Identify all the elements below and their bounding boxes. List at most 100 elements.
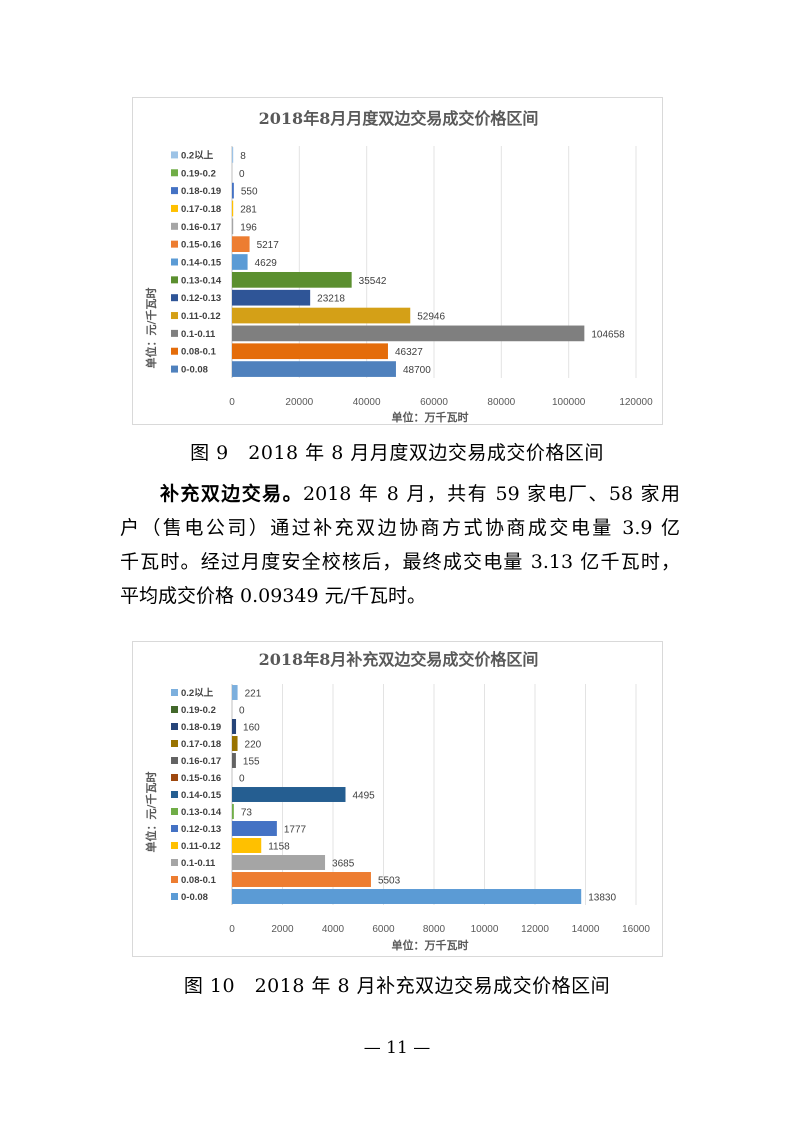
chart2-bar bbox=[232, 753, 236, 768]
chart1-x-tick-label: 60000 bbox=[420, 397, 448, 408]
chart2-legend-label: 0.17-0.18 bbox=[181, 739, 221, 750]
chart1-legend-label: 0.11-0.12 bbox=[181, 311, 221, 322]
chart1-data-label: 0 bbox=[239, 169, 245, 180]
chart1-bar bbox=[232, 343, 388, 360]
chart2-data-label: 0 bbox=[239, 774, 245, 785]
chart1-legend-label: 0.08-0.1 bbox=[181, 347, 217, 358]
chart2-legend-label: 0.13-0.14 bbox=[181, 807, 222, 818]
chart2-legend-swatch bbox=[171, 740, 178, 747]
chart1-data-label: 8 bbox=[240, 151, 246, 162]
chart2-title: 2018年8月补充双边交易成交价格区间 bbox=[259, 650, 539, 669]
chart1-data-label: 104658 bbox=[591, 329, 625, 340]
chart1-legend-swatch bbox=[171, 258, 178, 266]
chart2-bar bbox=[232, 821, 277, 836]
chart1-legend-swatch bbox=[171, 222, 178, 230]
chart2-legend-swatch bbox=[171, 859, 178, 866]
chart2-data-label: 221 bbox=[245, 689, 262, 700]
chart1-data-label: 48700 bbox=[403, 365, 431, 376]
supplementary-bilateral-chart-svg: 2018年8月补充双边交易成交价格区间 0 2000 4000 6000 8000 1000… bbox=[144, 650, 650, 952]
chart2-x-tick-label: 16000 bbox=[622, 924, 650, 935]
paragraph-line-4: 平均成交价格 0.09349 元/千瓦时。 bbox=[120, 585, 427, 607]
monthly-bilateral-chart: 2018年8月月度双边交易成交价格区间 0 20000 40000 60000 80000… bbox=[132, 97, 663, 425]
chart1-data-label: 4629 bbox=[255, 258, 278, 269]
chart2-legend-swatch bbox=[171, 876, 178, 883]
chart2-bar bbox=[232, 719, 237, 734]
chart2-legend-swatch bbox=[171, 842, 178, 849]
chart2-data-label: 155 bbox=[243, 757, 260, 768]
supplementary-bilateral-paragraph: 补充双边交易。2018 年 8 月，共有 59 家电厂、58 家用 户（售电公司… bbox=[120, 477, 680, 613]
chart2-bar bbox=[232, 685, 238, 700]
chart1-data-label: 35542 bbox=[359, 276, 387, 287]
chart2-data-label: 0 bbox=[239, 706, 245, 717]
chart1-bar bbox=[232, 361, 396, 377]
chart1-legend-swatch bbox=[171, 204, 178, 212]
chart2-legend-label: 0.16-0.17 bbox=[181, 756, 221, 767]
chart1-legend-swatch bbox=[171, 365, 178, 373]
chart2-legend-label: 0.08-0.1 bbox=[181, 875, 217, 886]
chart2-data-label: 73 bbox=[241, 808, 253, 819]
chart2-data-label: 3685 bbox=[332, 859, 355, 870]
chart1-legend-label: 0.13-0.14 bbox=[181, 275, 222, 286]
chart1-legend-label: 0.14-0.15 bbox=[181, 258, 222, 269]
chart1-x-tick-label: 0 bbox=[229, 397, 235, 408]
chart1-x-tick-label: 40000 bbox=[353, 397, 381, 408]
chart1-legend-label: 0.19-0.2 bbox=[181, 168, 216, 179]
chart1-legend-swatch bbox=[171, 151, 178, 159]
chart2-bar bbox=[232, 872, 371, 887]
figure-9-caption: 图 9 2018 年 8 月月度双边交易成交价格区间 bbox=[190, 442, 604, 464]
chart2-data-label: 4495 bbox=[352, 791, 375, 802]
chart1-legend-swatch bbox=[171, 169, 178, 177]
chart1-legend-label: 0.12-0.13 bbox=[181, 293, 221, 304]
chart2-legend-label: 0.1-0.11 bbox=[181, 858, 216, 869]
chart1-x-tick-label: 20000 bbox=[285, 397, 313, 408]
chart1-x-axis-label: 单位：万千瓦时 bbox=[392, 410, 469, 424]
chart2-bar bbox=[232, 889, 582, 904]
figure-10-caption: 图 10 2018 年 8 月补充双边交易成交价格区间 bbox=[183, 975, 611, 997]
chart1-bar bbox=[232, 254, 248, 270]
chart2-legend-label: 0.18-0.19 bbox=[181, 722, 221, 733]
chart1-x-tick-label: 120000 bbox=[619, 397, 653, 408]
supplementary-bilateral-chart: 2018年8月补充双边交易成交价格区间 0 2000 4000 6000 8000 1000… bbox=[132, 641, 663, 957]
chart2-x-tick-label: 0 bbox=[229, 924, 235, 935]
chart2-data-label: 1158 bbox=[268, 842, 290, 853]
paragraph-line-3: 千瓦时。经过月度安全校核后，最终成交电量 3.13 亿千瓦时， bbox=[120, 551, 680, 573]
paragraph-line-1: 补充双边交易。2018 年 8 月，共有 59 家电厂、58 家用 bbox=[120, 477, 680, 511]
chart2-bar bbox=[232, 838, 262, 853]
chart2-bar bbox=[232, 736, 238, 751]
chart1-data-label: 550 bbox=[241, 187, 258, 198]
chart1-data-label: 281 bbox=[240, 204, 257, 215]
chart1-title: 2018年8月月度双边交易成交价格区间 bbox=[259, 109, 539, 128]
chart2-legend-swatch bbox=[171, 757, 178, 764]
chart2-x-tick-label: 8000 bbox=[423, 924, 446, 935]
monthly-bilateral-chart-svg: 2018年8月月度双边交易成交价格区间 0 20000 40000 60000 80000… bbox=[144, 109, 653, 424]
chart2-legend-label: 0-0.08 bbox=[181, 892, 208, 903]
chart1-legend-label: 0.15-0.16 bbox=[181, 240, 221, 251]
chart2-legend-label: 0.12-0.13 bbox=[181, 824, 221, 835]
chart1-legend-label: 0.16-0.17 bbox=[181, 222, 221, 233]
chart1-legend-swatch bbox=[171, 294, 178, 302]
chart2-data-label: 220 bbox=[245, 740, 262, 751]
chart2-bar bbox=[232, 804, 234, 819]
chart2-data-label: 160 bbox=[243, 723, 260, 734]
chart2-legend-swatch bbox=[171, 723, 178, 730]
chart1-y-axis-label: 单位：元/千瓦时 bbox=[144, 287, 158, 368]
paragraph-line-2: 户（售电公司）通过补充双边协商方式协商成交电量 3.9 亿 bbox=[120, 517, 680, 539]
chart1-legend-label: 0.17-0.18 bbox=[181, 204, 221, 215]
chart1-legend-swatch bbox=[171, 240, 178, 248]
chart2-legend-label: 0.11-0.12 bbox=[181, 841, 221, 852]
chart1-bar bbox=[232, 200, 234, 217]
chart1-data-label: 46327 bbox=[395, 347, 423, 358]
chart1-legend-swatch bbox=[171, 187, 178, 195]
chart1-x-tick-label: 80000 bbox=[487, 397, 515, 408]
chart2-legend-swatch bbox=[171, 893, 178, 900]
chart2-legend-label: 0.14-0.15 bbox=[181, 790, 222, 801]
chart2-bar bbox=[232, 787, 346, 802]
chart2-bar bbox=[232, 855, 326, 870]
chart1-data-label: 52946 bbox=[417, 312, 445, 323]
chart1-bar bbox=[232, 218, 234, 235]
chart2-data-label: 5503 bbox=[378, 876, 401, 887]
chart2-legend-swatch bbox=[171, 791, 178, 798]
chart1-legend-label: 0-0.08 bbox=[181, 365, 208, 376]
chart1-legend-label: 0.18-0.19 bbox=[181, 186, 221, 197]
chart2-x-tick-label: 6000 bbox=[372, 924, 395, 935]
